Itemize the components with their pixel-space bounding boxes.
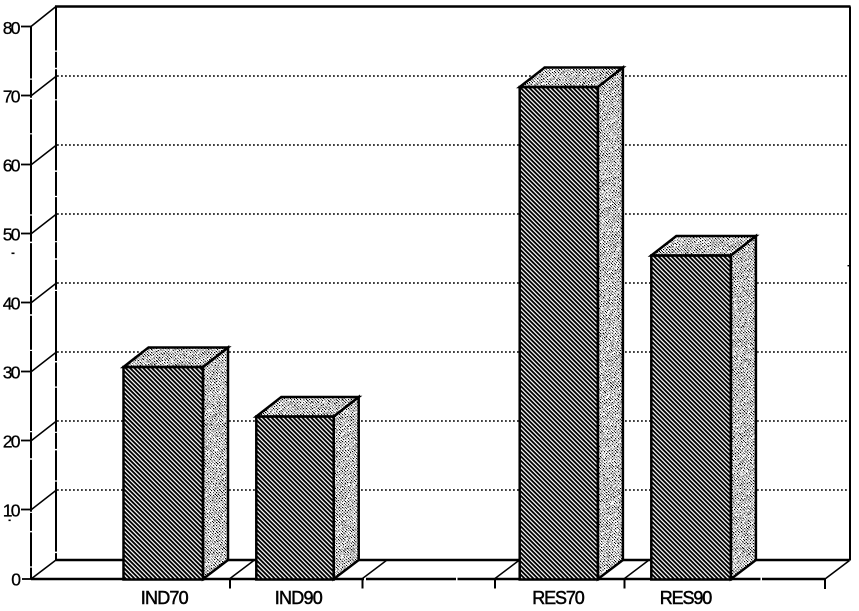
svg-text:0: 0 [11, 570, 21, 590]
svg-text:50: 50 [3, 225, 21, 245]
svg-text:30: 30 [3, 363, 21, 383]
svg-text:70: 70 [3, 87, 21, 107]
svg-text:60: 60 [3, 156, 21, 176]
svg-text:40: 40 [3, 294, 21, 314]
svg-text:IND70: IND70 [141, 588, 189, 608]
svg-text:RES90: RES90 [660, 588, 713, 608]
svg-text:10: 10 [3, 501, 21, 521]
svg-text:RES70: RES70 [532, 588, 585, 608]
svg-text:IND90: IND90 [275, 588, 323, 608]
svg-text:20: 20 [3, 432, 21, 452]
svg-text:80: 80 [3, 18, 21, 38]
